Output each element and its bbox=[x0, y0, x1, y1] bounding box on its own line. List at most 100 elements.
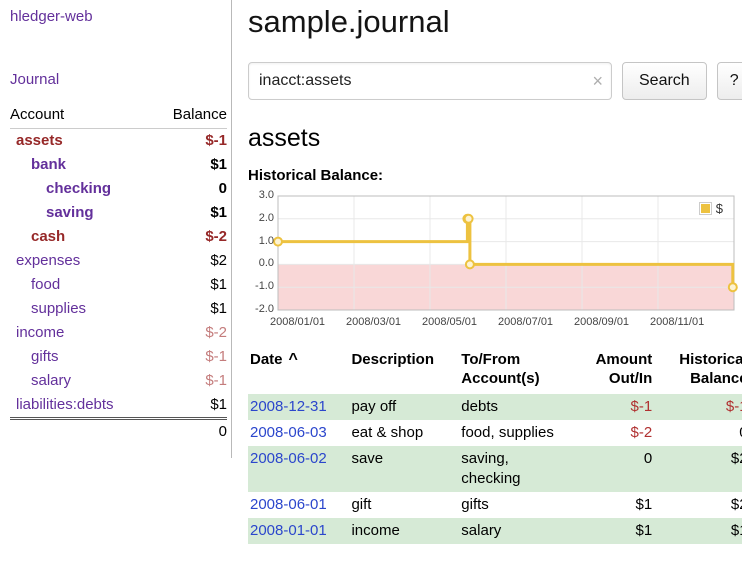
legend-swatch bbox=[698, 202, 712, 215]
account-balance: $-1 bbox=[205, 132, 227, 149]
accounts-total-row: 0 bbox=[10, 417, 227, 444]
register-date-cell: 2008-06-03 bbox=[248, 420, 347, 446]
balance-chart: $ 3.0 2.0 1.0 0.0 -1.0 -2.0 2008/01/01 2008/03/… bbox=[248, 189, 738, 332]
account-name-cell: income bbox=[10, 321, 152, 345]
y-tick-label: -1.0 bbox=[255, 280, 274, 293]
register-row: 2008-06-01 gift gifts $1 $2 bbox=[248, 492, 742, 518]
register-description: eat & shop bbox=[351, 424, 424, 441]
account-balance: $-2 bbox=[205, 228, 227, 245]
account-link[interactable]: checking bbox=[46, 180, 112, 197]
search-input[interactable] bbox=[248, 62, 612, 100]
y-tick-label: -2.0 bbox=[255, 303, 274, 315]
account-row: cash $-2 bbox=[10, 225, 227, 249]
account-name-cell: cash bbox=[10, 225, 152, 249]
account-link[interactable]: bank bbox=[31, 156, 67, 173]
register-balance: $-1 bbox=[725, 398, 742, 415]
register-header-balance: Historical Balance bbox=[679, 351, 742, 387]
register-accounts: food, supplies bbox=[461, 424, 554, 441]
y-tick-label: 2.0 bbox=[258, 211, 274, 224]
register-row: 2008-06-02 save saving, checking 0 $2 bbox=[248, 446, 742, 492]
account-name-cell: supplies bbox=[10, 297, 152, 321]
accounts-header-row: Account Balance bbox=[10, 104, 227, 129]
account-link[interactable]: liabilities:debts bbox=[16, 396, 114, 413]
register-description: save bbox=[351, 450, 384, 467]
register-date-cell: 2008-06-01 bbox=[248, 492, 347, 518]
register-date-cell: 2008-12-31 bbox=[248, 394, 347, 420]
x-tick-label: 2008/11/01 bbox=[649, 316, 705, 328]
account-name-cell: expenses bbox=[10, 249, 152, 273]
x-tick-label: 2008/01/01 bbox=[270, 316, 326, 328]
account-link[interactable]: cash bbox=[31, 228, 66, 245]
register-table: Date ^ Description To/From Account(s) Amo… bbox=[248, 348, 742, 544]
register-row: 2008-12-31 pay off debts $-1 $-1 bbox=[248, 394, 742, 420]
account-link[interactable]: income bbox=[16, 324, 65, 341]
accounts-header-account: Account bbox=[10, 104, 153, 129]
account-link[interactable]: saving bbox=[46, 204, 94, 221]
register-header-description: Description bbox=[351, 351, 434, 368]
register-amount: 0 bbox=[643, 450, 653, 467]
register-date-link[interactable]: 2008-06-03 bbox=[250, 424, 327, 441]
x-tick-label: 2008/07/01 bbox=[498, 316, 554, 328]
account-row: supplies $1 bbox=[10, 297, 227, 321]
register-accounts: debts bbox=[461, 398, 498, 415]
data-point bbox=[464, 259, 475, 270]
account-name-cell: gifts bbox=[10, 345, 152, 369]
account-link[interactable]: food bbox=[31, 276, 61, 293]
clear-search-icon[interactable]: × bbox=[592, 71, 603, 91]
register-header-date[interactable]: Date ^ bbox=[248, 348, 347, 394]
account-link[interactable]: salary bbox=[31, 372, 72, 389]
register-row: 2008-01-01 income salary $1 $1 bbox=[248, 518, 742, 544]
account-name-cell: liabilities:debts bbox=[10, 393, 152, 419]
register-amount: $-1 bbox=[630, 398, 653, 415]
account-row: saving $1 bbox=[10, 201, 227, 225]
account-row: bank $1 bbox=[10, 153, 227, 177]
brand-link[interactable]: hledger-web bbox=[10, 8, 93, 25]
x-tick-label: 2008/05/01 bbox=[421, 316, 478, 328]
account-balance: $2 bbox=[210, 252, 227, 269]
register-date-cell: 2008-01-01 bbox=[248, 518, 347, 544]
sort-ascending-icon: ^ bbox=[288, 351, 298, 368]
register-date-link[interactable]: 2008-06-02 bbox=[250, 450, 327, 467]
account-row: salary $-1 bbox=[10, 369, 227, 393]
register-date-link[interactable]: 2008-01-01 bbox=[250, 522, 327, 539]
account-balance: $1 bbox=[210, 396, 227, 413]
account-name-cell: checking bbox=[10, 177, 152, 201]
page: hledger-web Journal Account Balance asse… bbox=[10, 0, 742, 544]
account-link[interactable]: assets bbox=[16, 132, 63, 149]
account-link[interactable]: expenses bbox=[16, 252, 81, 269]
register-header-date-label: Date bbox=[250, 351, 283, 368]
register-date-link[interactable]: 2008-12-31 bbox=[250, 398, 327, 415]
register-date-link[interactable]: 2008-06-01 bbox=[250, 496, 327, 513]
account-row: checking 0 bbox=[10, 177, 227, 201]
y-tick-label: 1.0 bbox=[258, 234, 274, 247]
account-balance: $-1 bbox=[205, 348, 227, 365]
account-balance: $1 bbox=[210, 204, 227, 221]
register-balance: $2 bbox=[730, 450, 742, 467]
account-balance: $-1 bbox=[205, 372, 227, 389]
account-link[interactable]: supplies bbox=[31, 300, 87, 317]
account-row: gifts $-1 bbox=[10, 345, 227, 369]
account-name-cell: food bbox=[10, 273, 152, 297]
account-row: liabilities:debts $1 bbox=[10, 393, 227, 419]
chart-legend: $ bbox=[695, 200, 726, 217]
x-tick-label: 2008/09/01 bbox=[574, 316, 630, 328]
register-amount: $-2 bbox=[630, 424, 653, 441]
help-button[interactable]: ? bbox=[716, 62, 742, 100]
account-heading: assets bbox=[248, 124, 321, 152]
register-accounts: salary bbox=[461, 522, 502, 539]
register-header-amount: Amount Out/In bbox=[595, 351, 653, 387]
register-accounts: gifts bbox=[461, 496, 489, 513]
register-accounts: saving, checking bbox=[461, 450, 521, 487]
account-balance: $-2 bbox=[205, 324, 227, 341]
nav-journal-link[interactable]: Journal bbox=[10, 71, 60, 88]
search-button[interactable]: Search bbox=[622, 62, 707, 100]
register-amount: $1 bbox=[635, 496, 653, 513]
register-header-account: To/From Account(s) bbox=[461, 351, 540, 387]
register-description: gift bbox=[351, 496, 372, 513]
register-description: income bbox=[351, 522, 400, 539]
register-amount: $1 bbox=[635, 522, 653, 539]
data-point bbox=[727, 282, 738, 293]
account-link[interactable]: gifts bbox=[31, 348, 59, 365]
register-row: 2008-06-03 eat & shop food, supplies $-2… bbox=[248, 420, 742, 446]
legend-label: $ bbox=[715, 201, 723, 216]
